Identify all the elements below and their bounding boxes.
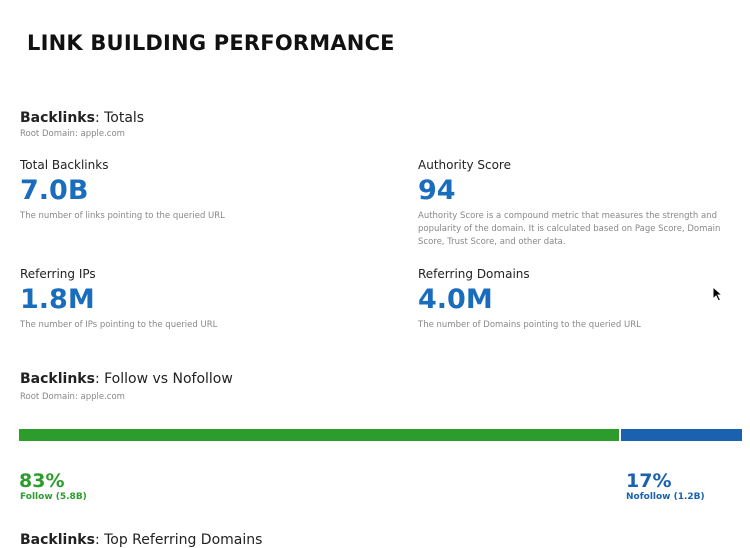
- metric-description: The number of Domains pointing to the qu…: [418, 320, 641, 330]
- totals-title-rest: : Totals: [94, 110, 145, 126]
- metric-label: Total Backlinks: [20, 158, 109, 172]
- metric-description: The number of links pointing to the quer…: [20, 211, 225, 221]
- follow-root-domain: Root Domain: apple.com: [20, 392, 125, 402]
- next-title-bold: Backlinks: [20, 532, 95, 548]
- follow-nofollow-bar: [19, 429, 742, 441]
- mouse-pointer-icon: [712, 286, 724, 302]
- follow-bar-segment: [19, 429, 619, 441]
- metric-description: The number of IPs pointing to the querie…: [20, 320, 218, 330]
- follow-count-label: Follow (5.8B): [20, 492, 87, 502]
- follow-title-rest: : Follow vs Nofollow: [94, 371, 233, 387]
- follow-percent: 83%: [19, 470, 65, 492]
- follow-section-title: Backlinks: Follow vs Nofollow: [20, 371, 233, 387]
- totals-section-title: Backlinks: Totals: [20, 110, 144, 126]
- bar-divider: [619, 429, 621, 441]
- top-referring-domains-title: Backlinks: Top Referring Domains: [20, 532, 262, 548]
- metric-description: Authority Score is a compound metric tha…: [418, 211, 721, 247]
- follow-title-bold: Backlinks: [20, 371, 95, 387]
- metric-value: 4.0M: [418, 284, 493, 315]
- metric-authority-score: Authority Score 94 Authority Score is a …: [418, 158, 748, 249]
- metric-label: Authority Score: [418, 158, 511, 172]
- metric-value: 7.0B: [20, 175, 89, 206]
- metric-value: 94: [418, 175, 456, 206]
- metric-referring-domains: Referring Domains 4.0M The number of Dom…: [418, 267, 748, 332]
- next-title-rest: : Top Referring Domains: [94, 532, 263, 548]
- metric-label: Referring IPs: [20, 267, 96, 281]
- totals-title-bold: Backlinks: [20, 110, 95, 126]
- nofollow-count-label: Nofollow (1.2B): [626, 492, 705, 502]
- nofollow-percent: 17%: [626, 470, 672, 492]
- metric-value: 1.8M: [20, 284, 95, 315]
- metric-referring-ips: Referring IPs 1.8M The number of IPs poi…: [20, 267, 350, 332]
- metric-label: Referring Domains: [418, 267, 530, 281]
- page-title: LINK BUILDING PERFORMANCE: [27, 31, 395, 55]
- totals-root-domain: Root Domain: apple.com: [20, 129, 125, 139]
- nofollow-bar-segment: [621, 429, 742, 441]
- metric-total-backlinks: Total Backlinks 7.0B The number of links…: [20, 158, 350, 223]
